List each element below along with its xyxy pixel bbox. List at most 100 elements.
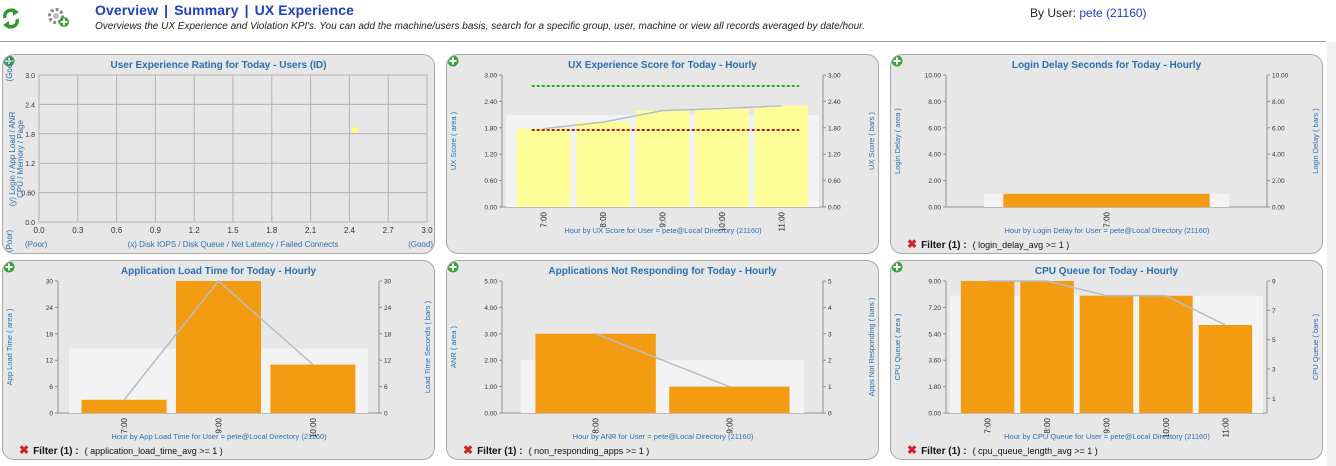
x-tick-label: 9:00 (659, 211, 668, 227)
trend-line (123, 279, 314, 401)
scatter-point (352, 127, 358, 133)
filter-row: ✖ Filter (1) : ( cpu_queue_length_avg >= 1… (907, 443, 1098, 457)
y-tick-label-left: 4.00 (928, 152, 941, 159)
y-tick-label-left: 3.00 (484, 73, 497, 80)
y-tick-label-left: 6.00 (928, 125, 941, 132)
add-icon[interactable] (447, 55, 459, 67)
ux-experience-link[interactable]: UX Experience (254, 2, 354, 18)
by-user-id[interactable]: (21160) (1106, 6, 1147, 20)
trend-line (595, 333, 730, 388)
panel-title: User Experience Rating for Today - Users… (110, 60, 327, 71)
y-tick-label-right: 5 (1272, 337, 1276, 344)
settings-gear-icon[interactable] (46, 6, 70, 28)
refresh-icon[interactable] (2, 6, 20, 30)
add-icon[interactable] (3, 55, 15, 67)
add-icon[interactable] (3, 261, 15, 273)
y-tick-label-left: 5.40 (928, 331, 941, 338)
filter-expression: ( application_load_time_avg >= 1 ) (84, 446, 223, 456)
panel-cpu-queue: CPU Queue for Today - Hourly 0.00 1.80 3.6… (890, 260, 1323, 460)
remove-filter-icon[interactable]: ✖ (907, 443, 918, 457)
x-tick-label: 1.5 (227, 226, 239, 235)
bar-chart: 0.00 2.00 4.00 6.00 8.00 10.00 0.00 2.00 4.00 6.0… (893, 73, 1320, 236)
y-axis-label-left: ANR ( area ) (449, 325, 458, 368)
y-axis-label-right: Apps Not Responding ( bars ) (867, 297, 876, 396)
y-axis-label-right: Load Time Seconds ( bars ) (423, 300, 432, 393)
page-description: Overviews the UX Experience and Violatio… (95, 21, 865, 32)
panel-title: UX Experience Score for Today - Hourly (568, 60, 757, 71)
chart-caption: Hour by CPU Queue for User = pete@Local … (1004, 432, 1210, 441)
y-tick-label-left: 18 (46, 331, 54, 338)
by-user-link[interactable]: pete (1079, 6, 1103, 20)
x-tick-label: 1.2 (189, 226, 201, 235)
y-tick-label-left: 0.00 (928, 205, 941, 212)
vertical-scrollbar[interactable] (1327, 42, 1336, 466)
bar (1079, 295, 1134, 413)
x-tick-label: 7:00 (120, 417, 129, 433)
panel-login-delay: Login Delay Seconds for Today - Hourly 0… (890, 54, 1323, 254)
x-tick-label: 10:00 (718, 211, 727, 232)
y-axis-label-right: CPU Queue ( bars ) (1311, 313, 1320, 380)
y-axis-bottom-label: (Poor) (5, 230, 14, 253)
y-tick-label: 2.4 (25, 102, 35, 109)
bar (960, 281, 1015, 413)
y-tick-label-right: 8.00 (1272, 99, 1285, 106)
filter-row: ✖ Filter (1) : ( application_load_time_avg… (19, 443, 223, 457)
x-tick-label: 11:00 (1221, 417, 1230, 437)
bar (270, 364, 356, 413)
y-tick-label-left: 0.60 (484, 178, 497, 185)
x-tick-label: 2.7 (383, 226, 395, 235)
x-tick-label: 0.6 (111, 226, 123, 235)
panel-title: CPU Queue for Today - Hourly (1034, 266, 1179, 277)
remove-filter-icon[interactable]: ✖ (463, 443, 474, 457)
y-tick-label-right: 9 (1272, 279, 1276, 286)
y-axis-label-left: UX Score ( area ) (449, 111, 458, 170)
bar (669, 386, 790, 413)
trend-line (543, 105, 782, 130)
x-tick-label: 9:00 (215, 417, 224, 433)
y-tick-label-left: 1.00 (484, 384, 497, 391)
summary-link[interactable]: Summary (174, 2, 239, 18)
bar (576, 122, 630, 207)
y-tick-label-left: 12 (46, 358, 54, 365)
add-icon[interactable] (447, 261, 459, 273)
filter-expression: ( non_responding_apps >= 1 ) (528, 446, 650, 456)
scatter-chart: 0.0 0.3 0.6 0.9 1.2 1.5 1.8 2.1 2.4 2.7 3.0 0.0 0.60… (5, 56, 433, 253)
y-tick-label-right: 10.00 (1272, 73, 1289, 80)
remove-filter-icon[interactable]: ✖ (907, 237, 918, 251)
by-user-label: By User: (1030, 6, 1077, 20)
y-tick-label-left: 6 (49, 384, 53, 391)
remove-filter-icon[interactable]: ✖ (19, 443, 30, 457)
y-tick-label-right: 7 (1272, 308, 1276, 315)
bar (516, 128, 571, 207)
overview-link[interactable]: Overview (95, 2, 159, 18)
x-tick-label: 10:00 (1162, 417, 1171, 438)
y-tick-label-left: 4.00 (484, 305, 497, 312)
y-tick-label-right: 0.60 (828, 178, 841, 185)
panel-title: Application Load Time for Today - Hourly (120, 266, 317, 277)
bar (535, 333, 656, 413)
bar (1198, 325, 1253, 413)
add-icon[interactable] (891, 261, 903, 273)
y-tick-label-left: 5.00 (484, 279, 497, 286)
filter-label: Filter (1) : (33, 446, 79, 457)
y-tick-label-left: 30 (46, 279, 54, 286)
bar (1020, 281, 1074, 413)
y-tick-label-right: 18 (384, 331, 392, 338)
panel-app-load-time: Application Load Time for Today - Hourly… (2, 260, 435, 460)
filter-row: ✖ Filter (1) : ( non_responding_apps >= 1 … (463, 443, 649, 457)
x-tick-label: 2.4 (344, 226, 356, 235)
y-tick-label-right: 5 (828, 279, 832, 286)
bar (176, 281, 261, 413)
x-axis-right-label: (Good) (408, 240, 433, 249)
x-tick-label: 1.8 (266, 226, 278, 235)
x-tick-label: 0.0 (33, 226, 45, 235)
y-tick-label-right: 4.00 (1272, 152, 1285, 159)
add-icon[interactable] (891, 55, 903, 67)
y-tick-label: 3.0 (25, 73, 35, 80)
y-tick-label-right: 2.40 (828, 99, 841, 106)
y-tick-label-left: 7.20 (928, 305, 941, 312)
bar (1003, 193, 1210, 207)
x-tick-label: 9:00 (1103, 417, 1112, 433)
y-tick-label-left: 0.00 (928, 411, 941, 418)
filter-expression: ( login_delay_avg >= 1 ) (972, 240, 1070, 250)
